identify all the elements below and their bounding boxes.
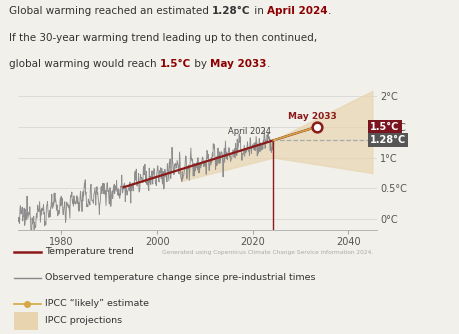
Text: 1.28°C: 1.28°C — [212, 6, 250, 16]
FancyBboxPatch shape — [14, 312, 38, 330]
Text: May 2033: May 2033 — [287, 112, 336, 121]
Text: Observed temperature change since pre-industrial times: Observed temperature change since pre-in… — [45, 274, 315, 282]
Text: 1.5°C: 1.5°C — [369, 122, 398, 132]
Text: May 2033: May 2033 — [210, 59, 266, 69]
Text: global warming would reach: global warming would reach — [9, 59, 160, 69]
Text: .: . — [266, 59, 270, 69]
Text: by: by — [191, 59, 210, 69]
Text: Global warming reached an estimated: Global warming reached an estimated — [9, 6, 212, 16]
Text: Temperature trend: Temperature trend — [45, 247, 134, 256]
Text: .: . — [327, 6, 330, 16]
Text: 1.28°C: 1.28°C — [369, 135, 405, 145]
Text: If the 30-year warming trend leading up to then continued,: If the 30-year warming trend leading up … — [9, 32, 317, 42]
Text: IPCC projections: IPCC projections — [45, 317, 122, 325]
Text: April 2024: April 2024 — [266, 6, 327, 16]
Text: in: in — [250, 6, 266, 16]
Text: 1.5°C: 1.5°C — [160, 59, 191, 69]
Text: April 2024: April 2024 — [228, 127, 270, 136]
Text: Generated using Copernicus Climate Change Service information 2024.: Generated using Copernicus Climate Chang… — [162, 249, 373, 255]
Text: IPCC “likely” estimate: IPCC “likely” estimate — [45, 300, 149, 308]
